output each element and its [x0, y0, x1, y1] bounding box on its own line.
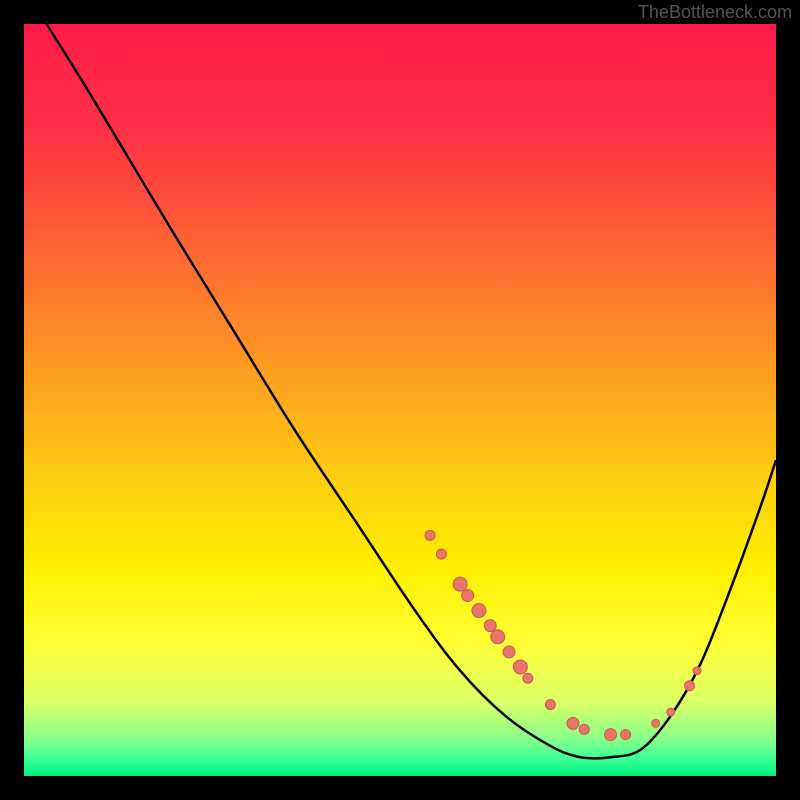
gradient-background — [24, 24, 776, 776]
bottleneck-chart — [24, 24, 776, 776]
watermark-text: TheBottleneck.com — [638, 2, 792, 23]
